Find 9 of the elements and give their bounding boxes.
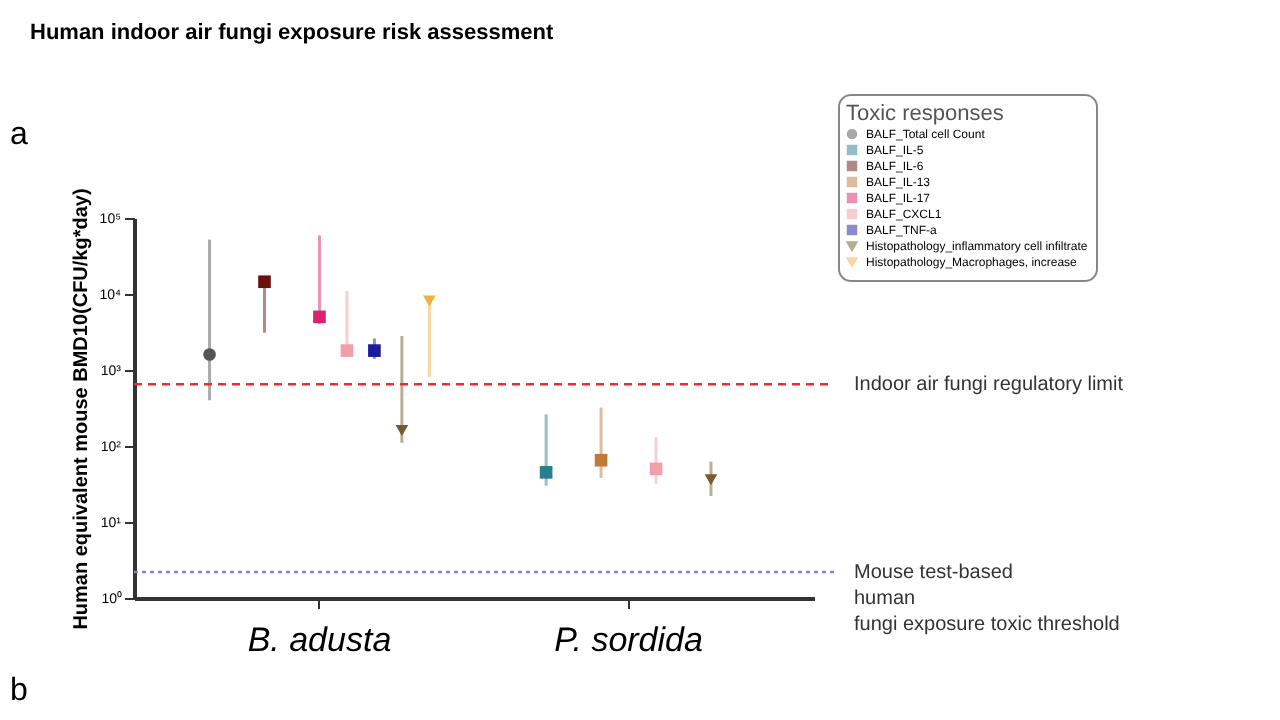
x-tick-label: B. adusta bbox=[247, 621, 392, 659]
text: b bbox=[10, 674, 28, 708]
x-tick-label: P. sordida bbox=[554, 621, 703, 659]
text: a bbox=[10, 118, 28, 152]
y-axis-title: Human equivalent mouse BMD10(CFU/kg*day) bbox=[71, 188, 94, 630]
ref-line-label: Mouse test-based human fungi exposure toxic threshold bbox=[854, 561, 1120, 636]
legend-title: Toxic responses bbox=[846, 102, 1005, 126]
ref-line-label: Indoor air fungi regulatory limit bbox=[854, 374, 1124, 397]
chart-title: Human indoor air fungi exposure risk assessment bbox=[30, 21, 554, 45]
